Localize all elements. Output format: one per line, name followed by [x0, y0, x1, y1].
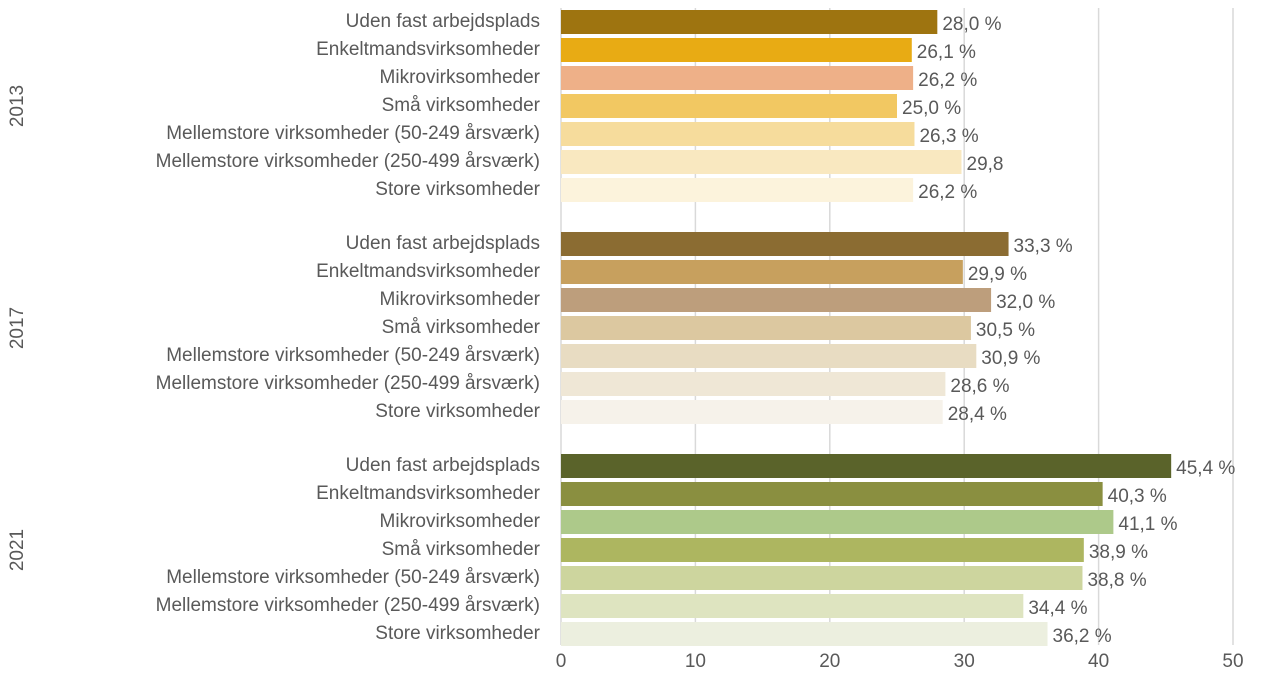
bar [561, 566, 1083, 590]
bar [561, 400, 943, 424]
bar [561, 454, 1172, 478]
value-label: 30,9 % [981, 348, 1040, 369]
value-label: 28,6 % [950, 376, 1009, 397]
bar [561, 372, 946, 396]
value-label: 30,5 % [976, 320, 1035, 341]
bar [561, 10, 938, 34]
category-label: Mellemstore virksomheder (50-249 årsværk… [166, 345, 540, 366]
category-label: Mellemstore virksomheder (250-499 årsvær… [156, 373, 540, 394]
bar [561, 622, 1048, 646]
category-label: Store virksomheder [375, 401, 540, 422]
category-label: Mikrovirksomheder [380, 511, 541, 532]
value-label: 28,0 % [942, 14, 1001, 35]
bar [561, 482, 1103, 506]
category-label: Mikrovirksomheder [380, 67, 541, 88]
value-label: 34,4 % [1028, 598, 1087, 619]
value-label: 38,9 % [1089, 542, 1148, 563]
value-label: 26,1 % [917, 42, 976, 63]
value-label: 26,3 % [919, 126, 978, 147]
category-label: Uden fast arbejdsplads [346, 233, 540, 254]
category-label: Mikrovirksomheder [380, 289, 541, 310]
category-label: Mellemstore virksomheder (50-249 årsværk… [166, 567, 540, 588]
category-label: Enkeltmandsvirksomheder [316, 483, 541, 504]
value-label: 45,4 % [1176, 458, 1235, 479]
bar [561, 538, 1084, 562]
x-tick-label: 0 [556, 651, 567, 672]
x-tick-label: 50 [1222, 651, 1243, 672]
category-label: Mellemstore virksomheder (250-499 årsvær… [156, 595, 540, 616]
bar [561, 122, 915, 146]
group-label: 2017 [7, 307, 28, 349]
value-label: 32,0 % [996, 292, 1055, 313]
bar [561, 232, 1009, 256]
group-label: 2013 [7, 85, 28, 127]
category-label: Store virksomheder [375, 623, 540, 644]
x-tick-label: 40 [1088, 651, 1109, 672]
value-label: 26,2 % [918, 70, 977, 91]
value-label: 33,3 % [1014, 236, 1073, 257]
category-label: Små virksomheder [382, 95, 541, 116]
category-label: Store virksomheder [375, 179, 540, 200]
category-label: Uden fast arbejdsplads [346, 11, 540, 32]
bar [561, 150, 962, 174]
bar [561, 288, 992, 312]
value-label: 26,2 % [918, 182, 977, 203]
bar [561, 178, 914, 202]
bar [561, 510, 1114, 534]
category-label: Mellemstore virksomheder (50-249 årsværk… [166, 123, 540, 144]
value-label: 25,0 % [902, 98, 961, 119]
bar [561, 316, 971, 340]
x-tick-label: 30 [954, 651, 975, 672]
value-label: 41,1 % [1118, 514, 1177, 535]
x-tick-label: 20 [819, 651, 840, 672]
value-label: 29,9 % [968, 264, 1027, 285]
value-label: 36,2 % [1053, 626, 1112, 647]
value-label: 28,4 % [948, 404, 1007, 425]
category-label: Små virksomheder [382, 539, 541, 560]
category-label: Enkeltmandsvirksomheder [316, 261, 541, 282]
bar [561, 594, 1024, 618]
x-tick-label: 10 [685, 651, 706, 672]
value-label: 40,3 % [1108, 486, 1167, 507]
bar [561, 344, 977, 368]
value-label: 38,8 % [1087, 570, 1146, 591]
category-label: Små virksomheder [382, 317, 541, 338]
bar [561, 38, 912, 62]
category-label: Enkeltmandsvirksomheder [316, 39, 541, 60]
value-label: 29,8 [967, 154, 1004, 175]
group-label: 2021 [7, 529, 28, 571]
bar [561, 260, 963, 284]
category-label: Uden fast arbejdsplads [346, 455, 540, 476]
category-label: Mellemstore virksomheder (250-499 årsvær… [156, 151, 540, 172]
bar [561, 94, 897, 118]
bar [561, 66, 914, 90]
